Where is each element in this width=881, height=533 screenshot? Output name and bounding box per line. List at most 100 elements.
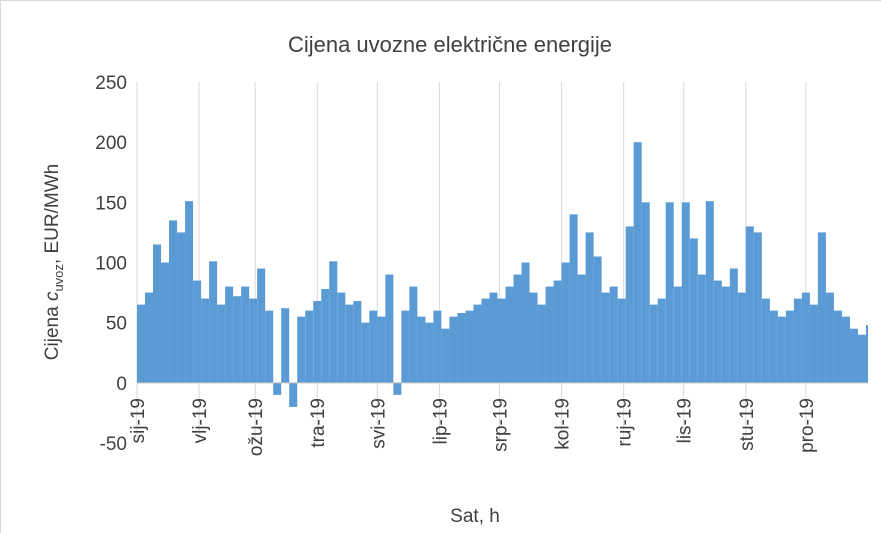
y-tick-label: -50	[100, 434, 127, 455]
bar	[681, 202, 690, 383]
bar	[561, 262, 570, 383]
bar	[209, 261, 218, 383]
x-tick-label: sij-19	[128, 398, 149, 443]
bar	[241, 286, 250, 383]
y-tick-label: 150	[95, 193, 127, 214]
bar	[801, 292, 810, 383]
bar	[273, 382, 282, 395]
bar	[425, 322, 434, 383]
bar	[641, 202, 650, 383]
bar	[409, 286, 418, 383]
y-tick-label: 250	[95, 73, 127, 94]
x-tick-label: stu-19	[737, 398, 758, 451]
y-axis-title: Cijena cuvoz, EUR/MWh	[42, 164, 66, 360]
bar	[281, 308, 290, 383]
bar	[817, 232, 826, 383]
x-tick-label: ožu-19	[246, 398, 267, 456]
bar	[785, 310, 794, 383]
bar	[825, 292, 834, 383]
x-tick-label: vlj-19	[190, 398, 211, 443]
bar	[609, 286, 618, 383]
bar	[761, 298, 770, 383]
bar	[729, 268, 738, 383]
bar	[313, 301, 322, 383]
bar	[145, 292, 154, 383]
bar	[137, 304, 146, 383]
bar	[857, 334, 866, 383]
bar	[713, 280, 722, 383]
bar	[385, 274, 394, 383]
bar	[705, 201, 714, 383]
bar	[305, 310, 314, 383]
bar	[545, 286, 554, 383]
bar	[201, 298, 210, 383]
bar	[657, 298, 666, 383]
bar	[265, 310, 274, 383]
x-tick-label: svi-19	[368, 398, 389, 449]
bar	[505, 286, 514, 383]
x-tick-label: kol-19	[553, 398, 574, 450]
bar	[473, 304, 482, 383]
bar	[529, 292, 538, 383]
bar	[617, 298, 626, 383]
bar	[553, 280, 562, 383]
bar	[449, 316, 458, 383]
x-tick-label: pro-19	[797, 398, 818, 453]
bar	[689, 238, 698, 383]
bar	[521, 262, 530, 383]
bar	[649, 304, 658, 383]
bar	[465, 310, 474, 383]
bar	[417, 316, 426, 383]
bar	[841, 316, 850, 383]
bar	[697, 274, 706, 383]
bar	[849, 328, 858, 383]
bar	[321, 288, 330, 383]
bar	[233, 296, 242, 383]
bar	[625, 226, 634, 383]
bar	[393, 382, 402, 395]
x-axis-title: Sat, h	[450, 506, 500, 527]
bar	[361, 322, 370, 383]
y-tick-label: 100	[95, 254, 127, 275]
bar	[217, 304, 226, 383]
bar	[513, 274, 522, 383]
bar	[721, 286, 730, 383]
bar	[537, 304, 546, 383]
bar	[665, 202, 674, 383]
bar	[441, 328, 450, 383]
bar	[433, 310, 442, 383]
y-tick-label: 200	[95, 133, 127, 154]
bar	[289, 382, 298, 407]
bar	[297, 316, 306, 383]
bar	[753, 232, 762, 383]
bar	[489, 292, 498, 383]
x-tick-label: lip-19	[430, 398, 451, 444]
bar	[833, 310, 842, 383]
bar	[457, 313, 466, 383]
x-tick-label: lis-19	[675, 398, 696, 443]
bar	[769, 310, 778, 383]
bar	[633, 142, 642, 383]
y-tick-label: 50	[106, 314, 127, 335]
bar	[153, 244, 162, 383]
bar	[177, 232, 186, 383]
bar	[569, 214, 578, 383]
bar	[193, 280, 202, 383]
bar	[593, 256, 602, 383]
bar	[809, 304, 818, 383]
bar	[497, 298, 506, 383]
x-tick-label: ruj-19	[615, 398, 636, 447]
bar	[585, 232, 594, 383]
bar	[353, 301, 362, 383]
bar	[577, 274, 586, 383]
x-tick-label: tra-19	[308, 398, 329, 448]
x-tick-label: srp-19	[490, 398, 511, 452]
y-tick-label: 0	[116, 374, 127, 395]
bar	[337, 292, 346, 383]
bar	[225, 286, 234, 383]
chart-title: Cijena uvozne električne energije	[288, 32, 612, 57]
bar	[673, 286, 682, 383]
bar	[161, 262, 170, 383]
